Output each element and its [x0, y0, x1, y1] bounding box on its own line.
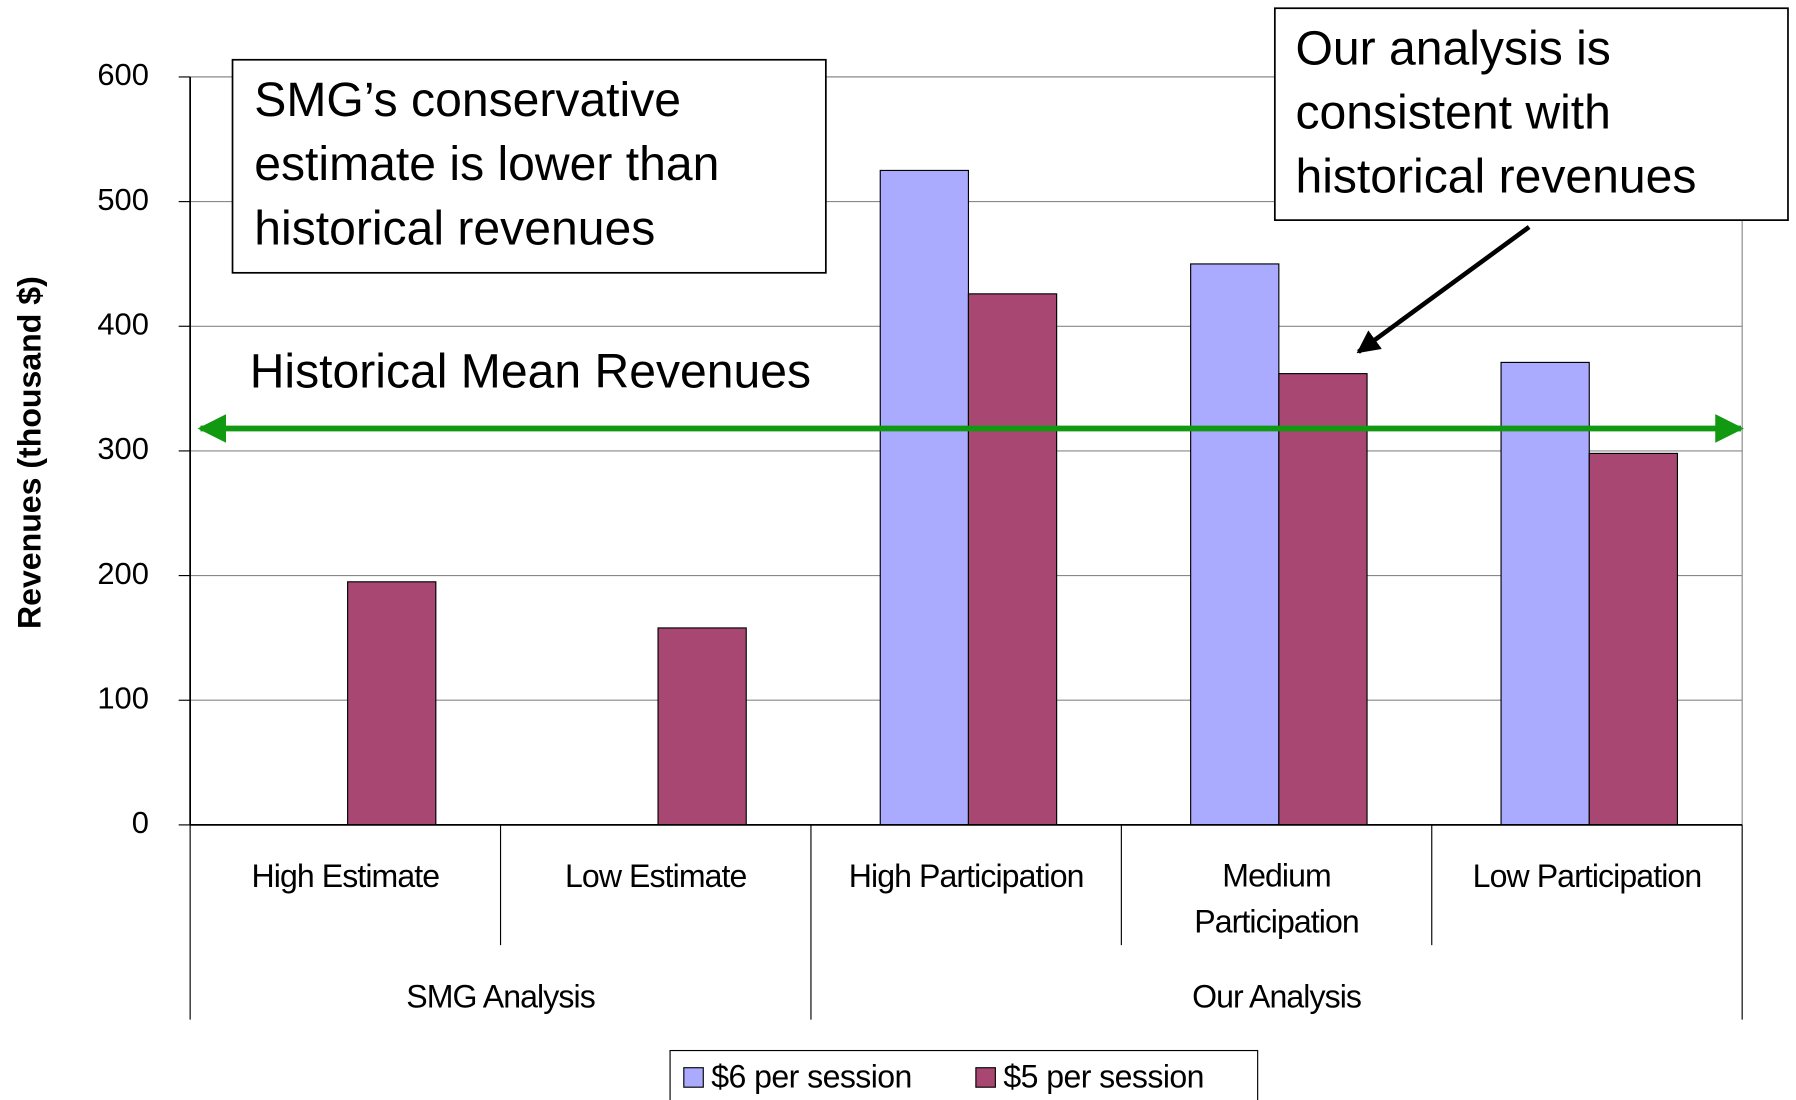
legend-swatch — [975, 1067, 996, 1088]
group-label: SMG Analysis — [406, 978, 595, 1014]
bar — [967, 293, 1058, 826]
bar — [1190, 263, 1280, 826]
x-tick-label: Low Estimate — [565, 858, 747, 894]
annotation-arrow — [1356, 225, 1531, 354]
label-line: Medium — [1222, 858, 1331, 894]
bar — [1588, 452, 1679, 826]
y-tick-label: 500 — [97, 182, 149, 217]
annotation-text: estimate is lower than — [254, 137, 719, 191]
legend-label: $6 per session — [711, 1059, 912, 1095]
annotation-text: historical revenues — [1295, 150, 1696, 204]
bar — [1278, 373, 1368, 826]
annotation-box — [231, 58, 827, 274]
y-axis-label: Revenues (thousand $) — [12, 276, 48, 629]
bar — [347, 581, 437, 826]
bar — [657, 627, 747, 826]
y-tick-label: 300 — [97, 431, 149, 466]
label-line: Participation — [1194, 904, 1359, 940]
y-tick-label: 600 — [97, 57, 149, 92]
bar — [879, 169, 970, 826]
annotation-text: historical revenues — [254, 201, 655, 255]
x-tick-label: High Participation — [849, 858, 1084, 894]
y-tick-label: 200 — [97, 556, 149, 591]
bar — [1500, 361, 1590, 826]
x-tick-label: Medium Participation — [1194, 858, 1359, 940]
y-tick-label: 400 — [97, 306, 149, 341]
legend-box — [669, 1049, 1259, 1100]
legend-label: $5 per session — [1003, 1059, 1204, 1095]
reference-label: Historical Mean Revenues — [250, 344, 811, 398]
x-tick-label: Low Participation — [1473, 858, 1702, 894]
group-label: Our Analysis — [1192, 978, 1361, 1014]
x-tick-label: High Estimate — [252, 858, 440, 894]
legend-swatch — [683, 1067, 704, 1088]
annotation-text: consistent with — [1295, 86, 1610, 140]
annotation-box — [1273, 7, 1789, 221]
annotation-text: SMG’s conservative — [254, 73, 681, 127]
annotation-text: Our analysis is — [1295, 21, 1610, 75]
y-tick-label: 100 — [97, 680, 149, 715]
y-tick-label: 0 — [132, 805, 149, 840]
